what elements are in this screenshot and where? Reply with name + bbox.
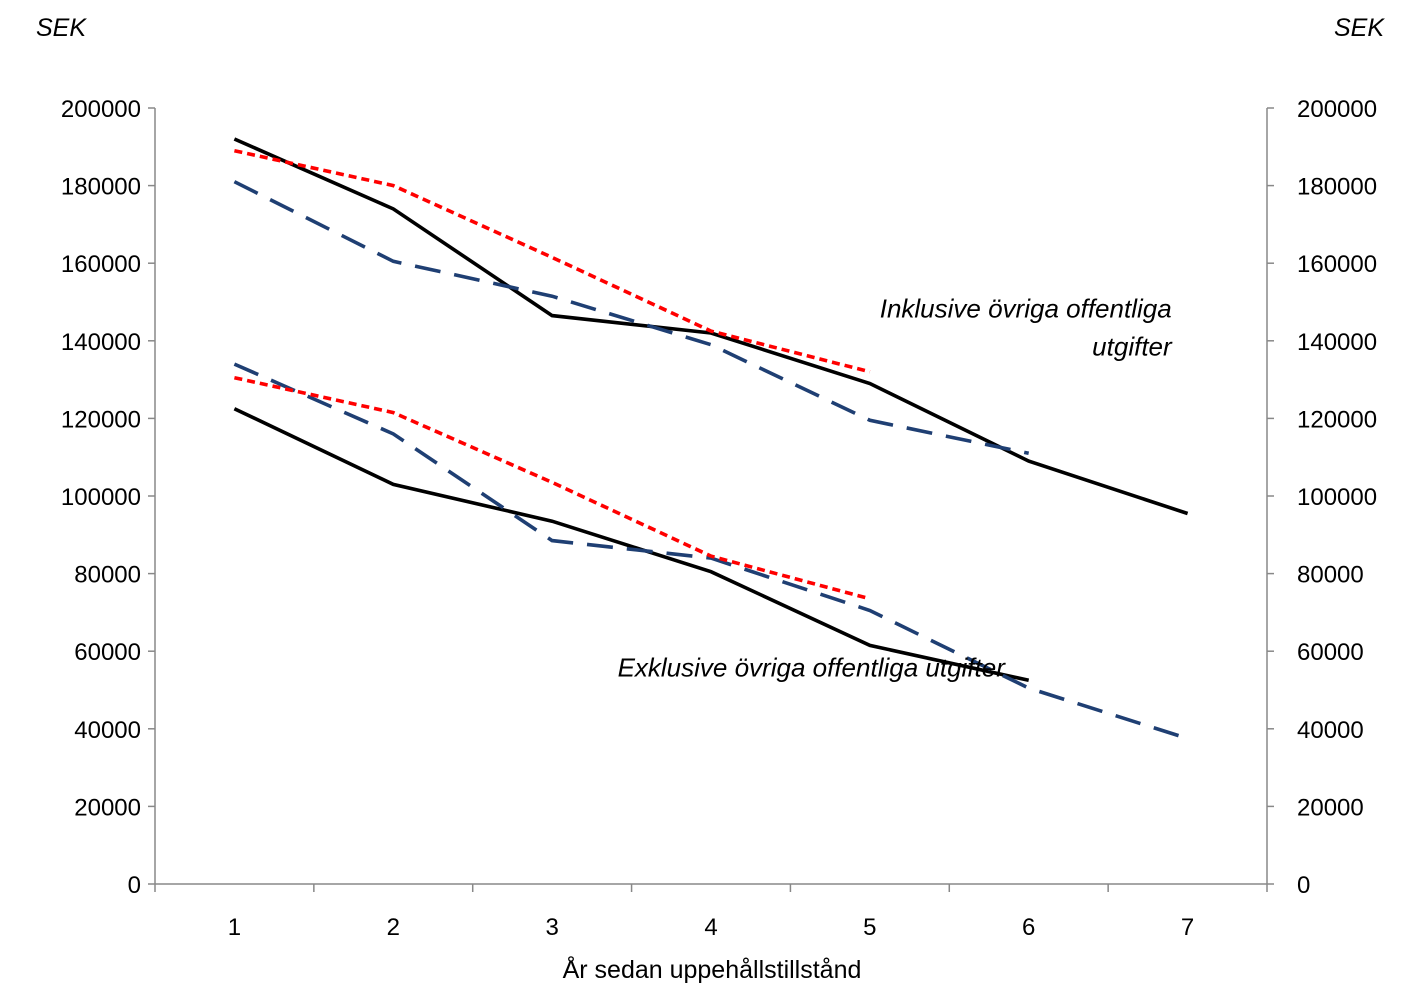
x-axis-title: År sedan uppehållstillstånd — [563, 954, 862, 984]
right-y-unit-label: SEK — [1334, 14, 1385, 42]
right-y-tick-label: 80000 — [1297, 562, 1364, 589]
left-y-tick-label: 180000 — [61, 174, 141, 201]
x-tick-label: 1 — [228, 914, 241, 941]
left-y-tick-label: 0 — [128, 872, 141, 899]
right-y-tick-label: 20000 — [1297, 794, 1364, 821]
annotation-layer: Inklusive övriga offentliga utgifter Exklu… — [618, 294, 1173, 683]
series-line-excl-solid — [233, 407, 1030, 683]
annotation-line: utgifter — [1092, 332, 1173, 362]
left-y-unit-label: SEK — [36, 14, 87, 42]
x-tick-label: 4 — [704, 914, 717, 941]
right-y-tick-label: 40000 — [1297, 717, 1364, 744]
right-y-tick-label: 200000 — [1297, 96, 1377, 123]
series-group-annotation: Exklusive övriga offentliga utgifter — [618, 652, 1007, 682]
left-y-tick-label: 120000 — [61, 406, 141, 433]
right-y-tick-label: 140000 — [1297, 329, 1377, 356]
left-y-tick-label: 80000 — [74, 562, 141, 589]
left-y-tick-label: 40000 — [74, 717, 141, 744]
right-y-tick-label: 120000 — [1297, 406, 1377, 433]
left-y-tick-label: 160000 — [61, 251, 141, 278]
series-line-incl-short-dash — [234, 148, 871, 374]
series-layer — [233, 137, 1189, 741]
series-line-excl-long-dash — [233, 362, 1189, 741]
x-tick-label: 3 — [545, 914, 558, 941]
right-y-tick-label: 160000 — [1297, 251, 1377, 278]
x-tick-label: 5 — [863, 914, 876, 941]
axes: 0 0 20000 20000 40000 40000 60000 60000 80000 800… — [61, 96, 1377, 941]
left-y-tick-label: 20000 — [74, 794, 141, 821]
right-y-tick-label: 0 — [1297, 872, 1310, 899]
series-line-incl-solid — [233, 137, 1189, 516]
right-y-tick-label: 180000 — [1297, 174, 1377, 201]
x-tick-label: 7 — [1181, 914, 1194, 941]
left-y-tick-label: 60000 — [74, 639, 141, 666]
x-tick-label: 6 — [1022, 914, 1035, 941]
annotation-line: Exklusive övriga offentliga utgifter — [618, 652, 1007, 682]
left-y-tick-label: 200000 — [61, 96, 141, 123]
annotation-line: Inklusive övriga offentliga — [880, 294, 1172, 324]
right-y-tick-label: 60000 — [1297, 639, 1364, 666]
x-tick-label: 2 — [387, 914, 400, 941]
left-y-tick-label: 100000 — [61, 484, 141, 511]
left-y-tick-label: 140000 — [61, 329, 141, 356]
series-group-annotation: Inklusive övriga offentliga utgifter — [880, 294, 1173, 362]
series-line-excl-short-dash — [234, 375, 871, 601]
series-line-incl-long-dash — [233, 180, 1030, 456]
right-y-tick-label: 100000 — [1297, 484, 1377, 511]
